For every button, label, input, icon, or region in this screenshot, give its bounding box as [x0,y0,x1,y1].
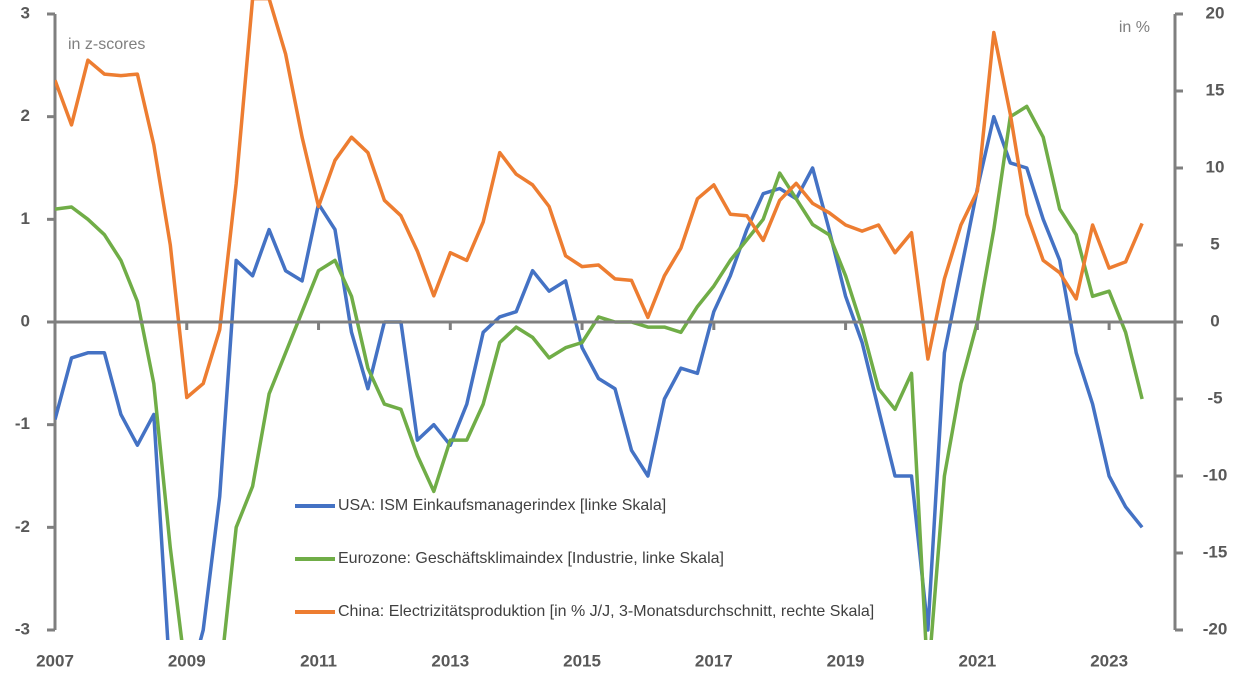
y2-tick-label: -5 [1207,388,1222,407]
series-line [55,0,1144,400]
y-tick-label: -1 [15,414,30,433]
y2-axis-label: in % [1119,19,1150,36]
y-tick-label: 2 [21,106,30,125]
x-tick-label: 2013 [431,651,469,670]
y2-tick-label: -15 [1203,542,1228,561]
legend-swatch [295,504,335,508]
series-line [55,114,1144,640]
legend-entry: China: Electrizitätsproduktion [in % J/J… [295,600,915,624]
y2-tick-label: 15 [1206,80,1225,99]
y2-tick-label: 10 [1206,157,1225,176]
x-tick-label: 2019 [827,651,865,670]
y2-tick-label: -20 [1203,619,1228,638]
legend-swatch [295,557,335,561]
y2-tick-label: -10 [1203,465,1228,484]
legend-label: USA: ISM Einkaufsmanagerindex [linke Ska… [338,497,667,514]
y2-tick-label: 0 [1210,311,1219,330]
legend-entry: USA: ISM Einkaufsmanagerindex [linke Ska… [295,494,915,518]
x-tick-label: 2011 [300,651,337,670]
y-tick-label: -2 [15,517,30,536]
x-tick-label: 2015 [563,651,601,670]
x-tick-label: 2009 [168,651,206,670]
series-line [55,104,1144,640]
x-tick-label: 2021 [958,651,996,670]
legend: USA: ISM Einkaufsmanagerindex [linke Ska… [295,494,915,653]
x-tick-label: 2017 [695,651,733,670]
y-tick-label: 3 [21,3,30,22]
y2-tick-label: 20 [1206,3,1225,22]
x-tick-label: 2007 [36,651,74,670]
legend-swatch [295,610,335,614]
plot-area [55,0,1144,640]
legend-label: Eurozone: Geschäftsklimaindex [Industrie… [338,550,724,567]
y-tick-label: 0 [21,311,30,330]
y-tick-label: -3 [15,619,30,638]
legend-label: China: Electrizitätsproduktion [in % J/J… [338,603,875,620]
y2-tick-label: 5 [1210,234,1219,253]
y-tick-label: 1 [21,209,30,228]
y-axis-label: in z-scores [68,36,145,53]
legend-entry: Eurozone: Geschäftsklimaindex [Industrie… [295,547,915,571]
x-tick-label: 2023 [1090,651,1128,670]
